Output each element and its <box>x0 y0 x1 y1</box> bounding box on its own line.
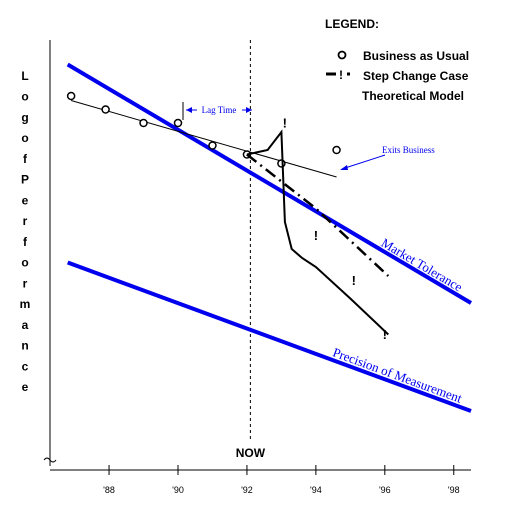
business-as-usual-point <box>66 91 76 101</box>
x-tick-label: '94 <box>310 485 322 495</box>
business-as-usual-point <box>101 105 110 114</box>
exits-business-arrow-icon <box>340 165 348 170</box>
lag-time-label: Lag Time <box>202 105 237 115</box>
y-axis-break <box>43 457 57 463</box>
business-as-usual-trend-line <box>70 100 337 178</box>
exits-business-arrow-line <box>341 154 386 170</box>
legend-bau-label: Business as Usual <box>363 49 469 63</box>
business-as-usual-point <box>208 141 217 150</box>
exclamation-mark: ! <box>314 228 318 243</box>
market-tolerance-line <box>66 62 473 305</box>
exits-business-label: Exits Business <box>382 145 435 155</box>
business-as-usual-point <box>332 145 341 155</box>
now-label: NOW <box>236 446 266 460</box>
exclamation-mark: ! <box>283 116 287 131</box>
legend-step-symbol-mark: ! <box>339 68 343 82</box>
theoretical-model-line <box>246 129 389 336</box>
lag-time-arrow-left-icon <box>186 107 192 113</box>
legend-step-label: Step Change Case <box>363 69 469 83</box>
exclamation-mark: ! <box>383 327 387 342</box>
precision-of-measurement-line <box>66 260 472 413</box>
x-axis-ticks: '88 '90 '92 '94 '96 '98 <box>103 465 460 495</box>
lag-time-label-bg <box>197 103 242 117</box>
legend-theory-label: Theoretical Model <box>362 89 464 103</box>
precision-of-measurement-label: Precision of Measurement <box>331 345 465 406</box>
x-tick-label: '88 <box>103 485 115 495</box>
x-tick-label: '98 <box>448 485 460 495</box>
legend-bau-symbol <box>337 50 347 60</box>
lag-time-arrow-right-icon <box>246 107 252 113</box>
legend: LEGEND: Business as Usual ! Step Change … <box>325 17 469 103</box>
exclamation-mark: ! <box>352 273 356 288</box>
market-tolerance-label: Market Tolerance <box>379 235 466 295</box>
legend-title: LEGEND: <box>325 17 379 31</box>
x-tick-label: '90 <box>172 485 184 495</box>
step-change-case-line <box>246 153 390 277</box>
business-as-usual-point <box>173 118 183 128</box>
exclamation-marks: !!!! <box>283 116 387 343</box>
x-tick-label: '96 <box>379 485 391 495</box>
business-as-usual-point <box>277 159 286 168</box>
x-tick-label: '92 <box>241 485 253 495</box>
business-as-usual-point <box>139 118 148 128</box>
